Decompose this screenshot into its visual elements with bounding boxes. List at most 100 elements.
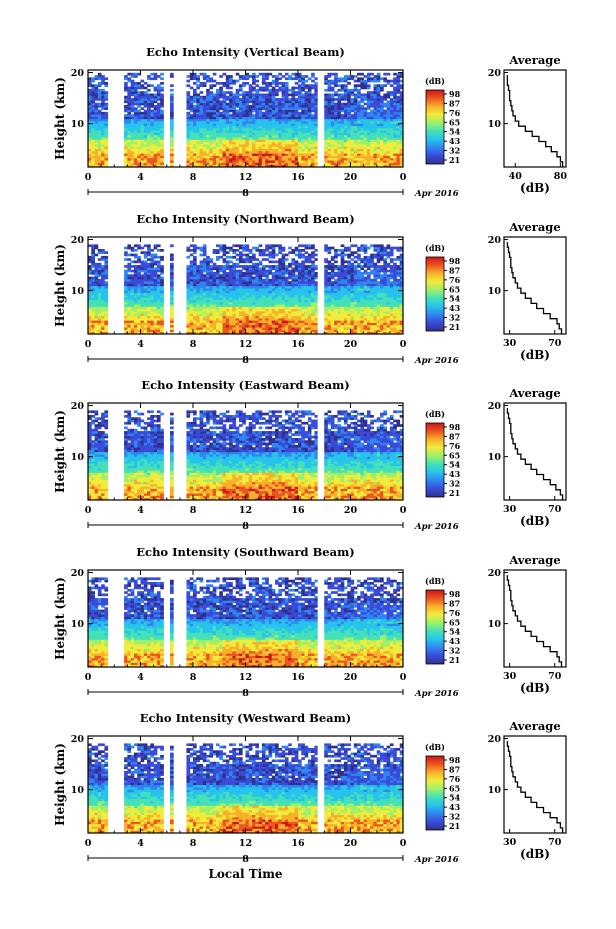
heatmap-cell	[137, 255, 141, 259]
heatmap-cell	[130, 86, 135, 90]
heatmap-cell	[97, 82, 102, 85]
heatmap-cell	[186, 271, 191, 275]
heatmap-cell	[275, 130, 279, 133]
heatmap-cell	[304, 146, 309, 150]
heatmap-cell	[127, 297, 132, 300]
heatmap-cell	[212, 294, 217, 298]
heatmap-cell	[370, 157, 374, 161]
heatmap-cell	[252, 246, 256, 250]
heatmap-cell	[238, 246, 243, 250]
heatmap-cell	[147, 288, 151, 291]
heatmap-cell	[252, 125, 256, 129]
heatmap-cell	[104, 315, 109, 319]
heatmap-cell	[370, 95, 374, 99]
heatmap-cell	[209, 91, 214, 94]
heatmap-cell	[193, 137, 197, 140]
heatmap-cell	[199, 162, 204, 166]
heatmap-cell	[143, 297, 148, 300]
heatmap-cell	[130, 301, 135, 305]
heatmap-cell	[170, 267, 174, 271]
heatmap-cell	[212, 102, 217, 106]
heatmap-cell	[137, 281, 141, 284]
heatmap-cell	[88, 276, 92, 280]
heatmap-cell	[202, 324, 207, 328]
heatmap-cell	[170, 265, 174, 268]
heatmap-cell	[209, 285, 214, 289]
heatmap-cell	[137, 82, 141, 85]
heatmap-cell	[97, 317, 102, 321]
heatmap-cell	[380, 139, 384, 143]
heatmap-cell	[324, 155, 328, 159]
heatmap-cell	[386, 160, 391, 163]
heatmap-cell	[366, 93, 371, 97]
heatmap-cell	[104, 294, 109, 298]
heatmap-cell	[104, 274, 109, 277]
heatmap-cell	[304, 127, 309, 131]
heatmap-cell	[261, 283, 266, 287]
heatmap-cell	[153, 118, 158, 122]
heatmap-cell	[232, 278, 237, 282]
heatmap-cell	[311, 134, 315, 138]
heatmap-cell	[206, 324, 210, 328]
heatmap-cell	[380, 109, 384, 113]
heatmap-cell	[337, 164, 342, 168]
heatmap-cell	[189, 324, 194, 328]
heatmap-cell	[265, 283, 269, 287]
heatmap-cell	[193, 331, 197, 335]
heatmap-cell	[271, 100, 276, 104]
heatmap-cell	[278, 98, 282, 101]
heatmap-cell	[275, 102, 279, 106]
heatmap-cell	[252, 265, 256, 268]
heatmap-cell	[376, 104, 381, 108]
heatmap-cell	[137, 331, 141, 335]
heatmap-cell	[373, 107, 378, 110]
heatmap-cell	[370, 116, 374, 120]
heatmap-cell	[202, 244, 207, 248]
heatmap-cell	[186, 157, 191, 161]
heatmap-cell	[196, 317, 200, 321]
heatmap-cell	[304, 148, 309, 152]
heatmap-cell	[133, 82, 138, 85]
heatmap-cell	[206, 329, 210, 333]
heatmap-cell	[124, 299, 128, 303]
heatmap-cell	[294, 299, 299, 303]
heatmap-cell	[327, 127, 332, 131]
heatmap-cell	[225, 301, 230, 305]
heatmap-cell	[160, 144, 164, 147]
heatmap-cell	[199, 308, 204, 312]
heatmap-cell	[124, 308, 128, 312]
heatmap-cell	[219, 299, 223, 303]
heatmap-cell	[242, 320, 246, 323]
heatmap-cell	[229, 75, 233, 78]
heatmap-cell	[215, 311, 220, 314]
heatmap-cell	[327, 121, 332, 124]
heatmap-cell	[360, 144, 365, 147]
heatmap-cell	[232, 299, 237, 303]
heatmap-cell	[97, 132, 102, 136]
heatmap-cell	[353, 102, 358, 106]
heatmap-cell	[235, 139, 240, 143]
heatmap-cell	[242, 116, 246, 120]
heatmap-cell	[215, 107, 220, 110]
heatmap-cell	[186, 100, 191, 104]
heatmap-cell	[229, 260, 233, 264]
heatmap-cell	[97, 160, 102, 163]
heatmap-cell	[229, 294, 233, 298]
heatmap-cell	[238, 288, 243, 291]
heatmap-cell	[133, 285, 138, 289]
heatmap-cell	[340, 118, 345, 122]
heatmap-cell	[248, 121, 253, 124]
heatmap-cell	[225, 281, 230, 284]
heatmap-cell	[101, 281, 105, 284]
heatmap-cell	[202, 132, 207, 136]
heatmap-cell	[124, 274, 128, 277]
heatmap-cell	[156, 121, 161, 124]
heatmap-cell	[294, 109, 299, 113]
heatmap-cell	[281, 324, 286, 328]
heatmap-cell	[91, 288, 95, 291]
heatmap-cell	[311, 121, 315, 124]
heatmap-cell	[294, 290, 299, 294]
heatmap-cell	[133, 114, 138, 117]
heatmap-cell	[248, 123, 253, 127]
heatmap-cell	[170, 281, 174, 284]
